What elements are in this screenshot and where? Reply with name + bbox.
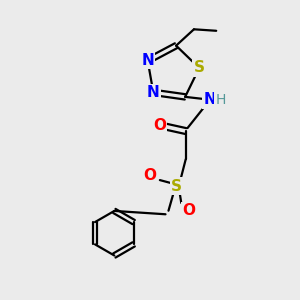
Text: O: O [182,203,195,218]
Text: N: N [203,92,216,107]
Text: N: N [147,85,160,100]
Text: N: N [141,53,154,68]
Text: H: H [216,93,226,107]
Text: O: O [153,118,166,133]
Text: O: O [144,168,157,183]
Text: S: S [171,178,182,194]
Text: S: S [194,61,205,76]
